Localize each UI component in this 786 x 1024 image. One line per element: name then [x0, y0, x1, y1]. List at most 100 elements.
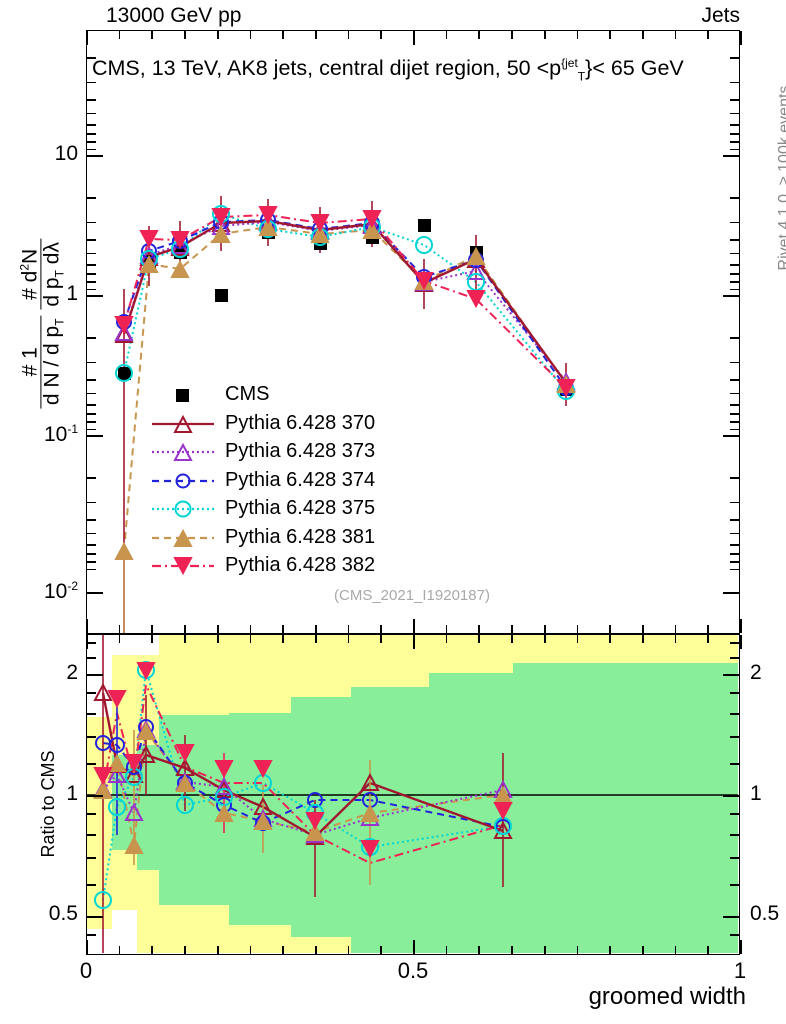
main-ytick-minor-right [730, 197, 739, 199]
main-ytick-minor-right [730, 379, 739, 381]
main-ytick-minor-left [87, 57, 96, 59]
ratio-ytick-minor-left [87, 657, 96, 659]
main-data-svg [114, 196, 576, 633]
main-ytick-minor-right [730, 532, 739, 535]
main-ytick-minor-left [87, 263, 96, 266]
main-ytick-minor-left [87, 519, 96, 521]
ratio-ytick-minor-left [87, 813, 96, 815]
main-ytick-major-left [87, 295, 103, 298]
ratio-ytick-label-2-right: 2 [750, 661, 762, 684]
main-ytick-minor-right [730, 281, 739, 284]
ratio-xtick-bottom [413, 940, 415, 954]
ratio-ytick-label-1-left: 1 [66, 782, 78, 805]
main-ytick-minor-right [730, 123, 739, 126]
plot-title: CMS, 13 TeV, AK8 jets, central dijet reg… [92, 57, 684, 82]
xtick-label-1: 1 [733, 958, 747, 983]
main-ytick-minor-left [87, 273, 96, 275]
main-ytick-minor-left [87, 148, 96, 151]
main-xtick-top [511, 31, 513, 39]
ratio-xtick-bottom [151, 946, 154, 954]
ratio-xtick-top [184, 635, 186, 643]
xtick-label-0: 0 [79, 958, 93, 983]
main-xtick-top [347, 31, 350, 39]
ratio-xtick-top [478, 635, 481, 643]
main-ytick-minor-left [87, 501, 96, 504]
ratio-xtick-bottom [445, 946, 448, 954]
main-xtick-bottom [216, 625, 219, 633]
main-xtick-bottom [282, 625, 284, 633]
main-ytick-major-right [723, 295, 739, 298]
main-xtick-top [478, 31, 481, 39]
ratio-xtick-top [740, 635, 742, 649]
main-xtick-top [249, 31, 252, 39]
main-xtick-bottom [249, 625, 252, 633]
curve-pythia-370 [122, 219, 567, 384]
main-ytick-minor-right [730, 148, 739, 151]
main-ytick-label-1: 1 [66, 282, 78, 305]
main-ytick-minor-left [87, 561, 96, 564]
main-ytick-minor-left [87, 379, 96, 381]
main-xtick-bottom [413, 619, 415, 633]
main-xtick-bottom [511, 625, 513, 633]
ratio-ytick-minor-left [87, 916, 96, 918]
ratio-xtick-top [314, 635, 317, 643]
ratio-curve-pythia-381 [102, 728, 504, 846]
plot-title-sub: T [577, 69, 586, 84]
main-ytick-minor-right [730, 252, 739, 255]
main-xtick-top [576, 31, 579, 39]
main-xtick-top [707, 31, 710, 39]
ratio-xtick-bottom [347, 946, 350, 954]
ratio-xtick-bottom [86, 940, 88, 954]
main-ytick-minor-left [87, 421, 96, 424]
ratio-curve-pythia-382 [102, 681, 504, 865]
main-ytick-minor-right [730, 477, 739, 479]
ratio-xtick-bottom [641, 946, 644, 954]
ratio-xtick-top [413, 635, 415, 649]
main-xtick-top [184, 31, 186, 39]
main-xtick-bottom [151, 625, 154, 633]
main-ytick-minor-right [730, 428, 739, 431]
main-xtick-bottom [707, 625, 710, 633]
main-xtick-bottom [543, 625, 546, 633]
ratio-curve-pythia-375 [102, 669, 504, 901]
ratio-xtick-top [216, 635, 219, 643]
ratio-ytick-minor-right [730, 692, 739, 694]
curve-pythia-375 [123, 212, 567, 392]
legend-label-pythia-374: Pythia 6.428 374 [225, 468, 376, 491]
ratio-ytick-minor-left [87, 763, 96, 765]
main-ytick-minor-left [87, 543, 96, 546]
main-ytick-minor-left [87, 568, 96, 571]
main-xtick-bottom [380, 625, 383, 633]
main-xtick-bottom [478, 625, 481, 633]
ratio-ytick-minor-left [87, 857, 96, 859]
ratio-xtick-top [249, 635, 252, 643]
main-xtick-bottom [609, 625, 611, 633]
main-ytick-major-left [87, 155, 103, 158]
main-ytick-minor-right [730, 553, 739, 555]
main-ytick-minor-right [730, 273, 739, 275]
main-ytick-major-right [723, 155, 739, 158]
plot-title-sup: {jet [561, 56, 578, 70]
main-xtick-top [118, 31, 121, 39]
legend-label-pythia-381: Pythia 6.428 381 [225, 525, 376, 548]
ratio-ytick-minor-left [87, 934, 96, 936]
ratio-xtick-bottom [282, 946, 284, 954]
main-ytick-minor-left [87, 281, 96, 284]
analysis-id-watermark: (CMS_2021_I1920187) [334, 587, 490, 604]
ratio-curve-pythia-373 [102, 727, 504, 837]
main-xtick-top [413, 31, 415, 45]
legend-label-pythia-375: Pythia 6.428 375 [225, 497, 376, 519]
ratio-xtick-bottom [511, 946, 513, 954]
inner-uncertainty-band [112, 663, 738, 953]
main-ytick-minor-right [730, 403, 739, 406]
main-ytick-minor-left [87, 81, 96, 84]
ratio-xtick-bottom [674, 946, 677, 954]
ratio-ytick-minor-right [730, 657, 739, 659]
main-ytick-minor-left [87, 477, 96, 479]
ratio-ytick-minor-right [730, 674, 739, 676]
ratio-ytick-minor-right [730, 884, 739, 886]
main-markers [114, 205, 576, 560]
legend-swatch-pythia-374 [152, 466, 214, 495]
ratio-ytick-minor-left [87, 884, 96, 886]
